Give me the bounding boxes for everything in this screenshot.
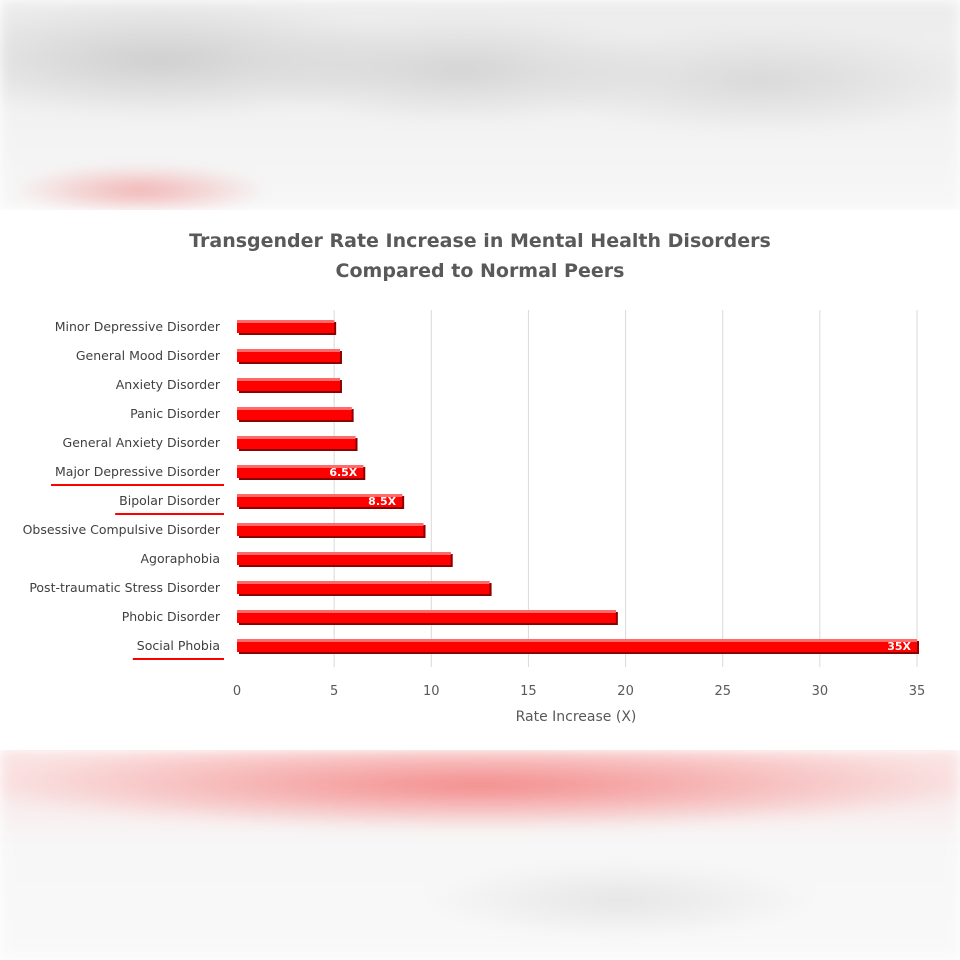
blurred-background-top: [0, 0, 960, 210]
bars: 6.5X 8.5X 35X: [237, 320, 919, 654]
x-tick-label: 0: [233, 684, 241, 699]
bar-highlight: [237, 523, 424, 526]
bar-data-label: 35X: [887, 640, 911, 653]
blurred-background-bottom: [0, 750, 960, 960]
bar: [237, 610, 616, 623]
category-labels: Minor Depressive Disorder General Mood Di…: [23, 319, 224, 660]
bar: [237, 552, 451, 565]
chart-title-line-2: Compared to Normal Peers: [336, 260, 625, 282]
bar-highlight: [237, 581, 490, 584]
chart-card: Transgender Rate Increase in Mental Heal…: [0, 210, 960, 750]
category-label: Major Depressive Disorder: [55, 464, 221, 479]
bar-highlight: [237, 465, 364, 468]
category-label: Agoraphobia: [140, 551, 220, 566]
x-tick-label: 15: [520, 684, 537, 699]
x-tick-label: 35: [909, 684, 926, 699]
category-label: Bipolar Disorder: [119, 493, 221, 508]
bar: [237, 465, 364, 478]
bar: [237, 436, 356, 449]
bar: [237, 494, 403, 507]
bar-highlight: [237, 407, 352, 410]
category-label: General Anxiety Disorder: [63, 435, 221, 450]
bar-highlight: [237, 639, 917, 642]
bar-highlight: [237, 378, 340, 381]
category-label: Obsessive Compulsive Disorder: [23, 522, 221, 537]
bar-data-label: 8.5X: [368, 495, 396, 508]
x-tick-label: 10: [423, 684, 440, 699]
bar-data-label: 6.5X: [329, 466, 357, 479]
bar-highlight: [237, 610, 616, 613]
bar: [237, 581, 490, 594]
bar: [237, 320, 335, 333]
category-label: Panic Disorder: [130, 406, 221, 421]
category-label: Post-traumatic Stress Disorder: [29, 580, 221, 595]
bar: [237, 523, 424, 536]
bar-chart: Transgender Rate Increase in Mental Heal…: [23, 230, 926, 725]
category-label: Anxiety Disorder: [116, 377, 221, 392]
category-label: Social Phobia: [137, 638, 220, 653]
category-label: Phobic Disorder: [122, 609, 221, 624]
category-label: General Mood Disorder: [76, 348, 221, 363]
category-label: Minor Depressive Disorder: [55, 319, 221, 334]
bar-highlight: [237, 552, 451, 555]
x-tick-label: 25: [714, 684, 731, 699]
bar: [237, 407, 352, 420]
x-tick-labels: 0 5 10 15 20 25 30 35: [233, 684, 925, 699]
x-tick-label: 30: [812, 684, 829, 699]
chart-title-line-1: Transgender Rate Increase in Mental Heal…: [189, 230, 771, 252]
bar-highlight: [237, 349, 340, 352]
gridlines: [333, 310, 918, 667]
bar-highlight: [237, 436, 356, 439]
x-tick-label: 20: [617, 684, 634, 699]
bar: [237, 378, 340, 391]
x-axis-label: Rate Increase (X): [516, 709, 637, 725]
bar-highlight: [237, 320, 335, 323]
bar: [237, 349, 340, 362]
bar: [237, 639, 917, 652]
x-tick-label: 5: [330, 684, 338, 699]
bar-highlight: [237, 494, 403, 497]
